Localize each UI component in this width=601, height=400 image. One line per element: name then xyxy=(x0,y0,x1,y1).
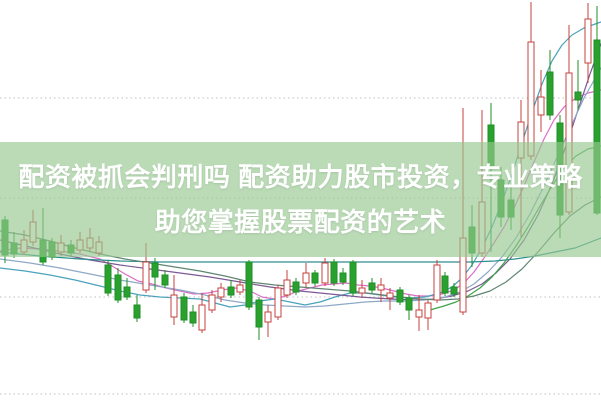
candle-body-down xyxy=(349,261,357,294)
candle-body-up xyxy=(415,309,423,318)
candle-body-down xyxy=(450,286,458,295)
headline-line-1: 配资被抓会判刑吗 配资助力股市投资，专业策略 xyxy=(18,162,583,192)
candle-body-down xyxy=(245,261,253,308)
candle-body-down xyxy=(339,272,347,283)
candle-body-down xyxy=(292,281,300,293)
candle-body-down xyxy=(441,275,449,294)
candle-body-up xyxy=(424,302,432,319)
candle-body-up xyxy=(584,18,592,64)
candle-body-up xyxy=(302,272,310,284)
candle-body-down xyxy=(311,272,319,284)
candle-body-down xyxy=(161,274,169,286)
candle-body-down xyxy=(180,296,188,321)
candle-body-down xyxy=(227,286,235,296)
candle-body-down xyxy=(104,264,112,294)
candle-body-down xyxy=(574,91,582,101)
candle-body-down xyxy=(255,299,263,328)
candle-body-up xyxy=(386,292,394,299)
candle-body-up xyxy=(170,294,178,318)
candle-body-up xyxy=(236,284,244,293)
candle-body-up xyxy=(264,311,272,323)
candle-body-up xyxy=(198,304,206,331)
candle-body-up xyxy=(433,264,441,301)
candle-body-up xyxy=(217,287,225,298)
candle-body-down xyxy=(368,282,376,291)
candle-body-down xyxy=(330,261,338,284)
candle-body-down xyxy=(405,297,413,311)
headline-line-2: 助您掌握股票配资的艺术 xyxy=(154,207,447,237)
candle-body-down xyxy=(123,286,131,298)
candle-body-down xyxy=(133,304,141,319)
candle-body-up xyxy=(527,41,535,157)
candle-body-up xyxy=(321,262,329,284)
candle-body-down xyxy=(151,262,159,278)
candle-body-down xyxy=(189,311,197,324)
candle-body-down xyxy=(396,289,404,303)
headline-overlay: 配资被抓会判刑吗 配资助力股市投资，专业策略 助您掌握股票配资的艺术 xyxy=(0,142,601,257)
candle-body-down xyxy=(114,274,122,301)
candle-body-up xyxy=(208,294,216,311)
candle-body-up xyxy=(274,287,282,318)
candle-body-up xyxy=(377,284,385,291)
candle-body-up xyxy=(142,261,150,291)
candle-body-up xyxy=(358,287,366,294)
candle-body-up xyxy=(283,279,291,296)
candle-body-down xyxy=(546,71,554,116)
candle-body-up xyxy=(537,96,545,116)
